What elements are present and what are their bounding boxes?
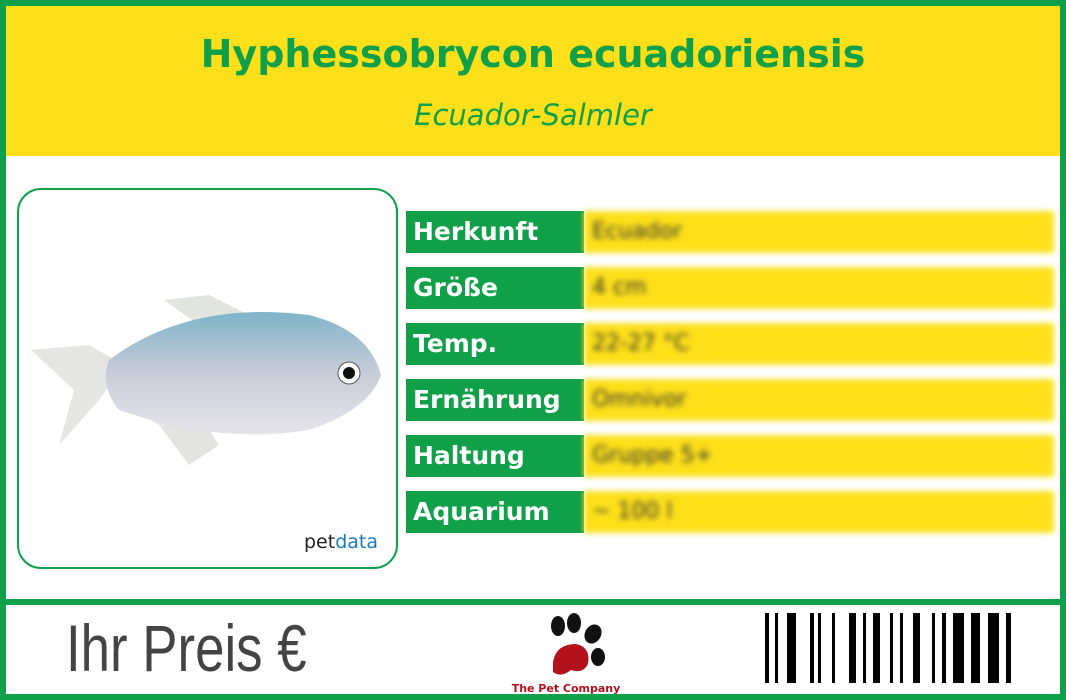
barcode-bar xyxy=(765,613,769,683)
barcode-bar xyxy=(890,613,893,683)
price-label: Ihr Preis € xyxy=(66,611,307,685)
barcode-bar xyxy=(932,613,935,683)
barcode-bar xyxy=(900,613,903,683)
fact-row: Haltung Gruppe 5+ xyxy=(406,435,1054,477)
barcode-bar xyxy=(953,613,964,683)
fish-photo: petdata xyxy=(17,188,398,569)
fact-label: Temp. xyxy=(406,323,584,365)
barcode-bar xyxy=(913,613,920,683)
fact-label: Aquarium xyxy=(406,491,584,533)
common-name: Ecuador-Salmler xyxy=(414,98,652,132)
fact-label: Größe xyxy=(406,267,584,309)
barcode-bar xyxy=(873,613,880,683)
fact-row: Temp. 22-27 °C xyxy=(406,323,1054,365)
barcode-bar xyxy=(787,613,796,683)
fact-value: Gruppe 5+ xyxy=(584,435,1054,477)
fact-row: Aquarium ~ 100 l xyxy=(406,491,1054,533)
barcode-bar xyxy=(1006,613,1011,683)
barcode-bar xyxy=(849,613,856,683)
divider xyxy=(6,599,1060,605)
barcode-bar xyxy=(988,613,997,683)
barcode-bar xyxy=(971,613,980,683)
fact-label: Ernährung xyxy=(406,379,584,421)
logo-text: The Pet Company xyxy=(511,682,621,695)
barcode-bar xyxy=(818,613,821,683)
fish-image xyxy=(31,295,382,465)
paw-icon xyxy=(551,613,605,675)
species-title: Hyphessobrycon ecuadoriensis xyxy=(200,32,866,76)
fact-value: 22-27 °C xyxy=(584,323,1054,365)
fact-value: ~ 100 l xyxy=(584,491,1054,533)
barcode-bar xyxy=(996,613,999,683)
facts-table: Herkunft Ecuador Größe 4 cm Temp. 22-27 °C Ern… xyxy=(406,211,1054,547)
barcode-bar xyxy=(942,613,946,683)
barcode-bar xyxy=(832,613,835,683)
fact-label: Haltung xyxy=(406,435,584,477)
header: Hyphessobrycon ecuadoriensis Ecuador-Sal… xyxy=(6,6,1060,156)
barcode-bar xyxy=(810,613,814,683)
fact-value: Ecuador xyxy=(584,211,1054,253)
barcode xyxy=(765,613,1011,683)
fact-row: Größe 4 cm xyxy=(406,267,1054,309)
barcode-bar xyxy=(775,613,778,683)
pet-company-logo: The Pet Company xyxy=(511,612,621,698)
fact-value: 4 cm xyxy=(584,267,1054,309)
fact-value: Omnivor xyxy=(584,379,1054,421)
petdata-logo: petdata xyxy=(304,531,378,553)
fact-label: Herkunft xyxy=(406,211,584,253)
barcode-bar xyxy=(863,613,866,683)
fact-row: Herkunft Ecuador xyxy=(406,211,1054,253)
fact-row: Ernährung Omnivor xyxy=(406,379,1054,421)
